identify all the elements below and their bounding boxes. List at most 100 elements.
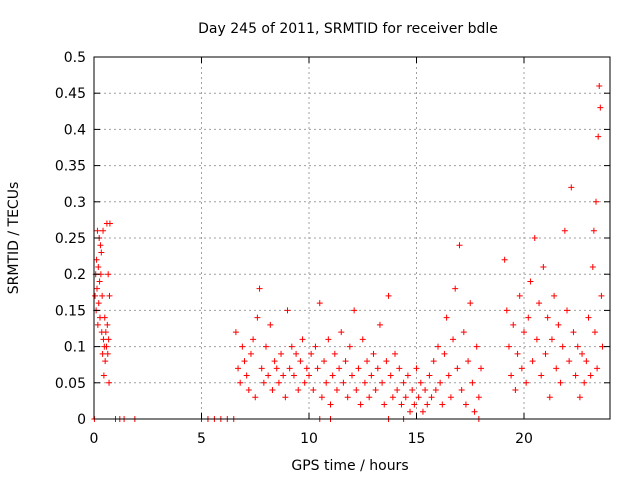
y-tick-label: 0.05 <box>55 376 86 392</box>
data-point <box>254 314 261 321</box>
x-tick-label: 20 <box>515 431 533 447</box>
data-point <box>361 379 368 386</box>
data-point <box>325 336 332 343</box>
data-point <box>100 227 107 234</box>
data-point <box>381 401 388 408</box>
data-point <box>99 350 106 357</box>
data-point <box>269 387 276 394</box>
chart-title: Day 245 of 2011, SRMTID for receiver bdl… <box>198 21 498 37</box>
data-point <box>467 300 474 307</box>
data-point <box>432 387 439 394</box>
data-point <box>342 358 349 365</box>
data-point <box>400 379 407 386</box>
data-point <box>529 358 536 365</box>
data-point <box>435 343 441 350</box>
data-point <box>471 408 478 415</box>
data-point <box>312 343 319 350</box>
data-point <box>557 379 564 386</box>
data-point <box>422 387 429 394</box>
y-tick-label: 0.1 <box>64 340 86 356</box>
data-point <box>256 285 263 292</box>
data-point <box>596 82 603 89</box>
data-point <box>271 358 278 365</box>
data-point <box>263 343 269 350</box>
data-point <box>544 314 551 321</box>
data-point <box>456 242 463 249</box>
data-point <box>243 372 250 379</box>
data-point <box>536 300 543 307</box>
data-point <box>355 365 362 372</box>
data-point <box>252 394 259 401</box>
data-point <box>555 321 562 328</box>
data-point <box>424 401 431 408</box>
data-point <box>247 350 254 357</box>
data-point <box>250 336 257 343</box>
data-point <box>299 336 306 343</box>
data-point <box>239 343 246 350</box>
data-point <box>469 379 476 386</box>
data-point <box>572 372 579 379</box>
data-point <box>587 372 594 379</box>
data-point <box>398 401 405 408</box>
data-point <box>450 336 457 343</box>
data-point <box>104 321 111 328</box>
data-point <box>407 408 414 415</box>
data-point <box>265 372 272 379</box>
y-tick-label: 0.25 <box>55 231 86 247</box>
data-point <box>344 394 351 401</box>
data-point <box>258 365 265 372</box>
data-point <box>235 365 242 372</box>
data-point <box>94 321 101 328</box>
data-point <box>95 300 102 307</box>
data-point <box>96 278 103 285</box>
y-tick-label: 0.45 <box>55 86 86 102</box>
data-point <box>245 387 252 394</box>
data-point <box>351 307 358 314</box>
x-axis-ticks: 0 5 10 15 20 <box>90 57 533 447</box>
y-tick-label: 0.4 <box>64 122 86 138</box>
data-point <box>314 365 321 372</box>
data-point <box>267 321 274 328</box>
data-point <box>598 292 605 299</box>
data-point <box>411 401 418 408</box>
data-point <box>336 365 343 372</box>
data-point <box>540 263 547 270</box>
y-axis-label: SRMTID / TECUs <box>6 182 22 295</box>
data-point <box>275 379 282 386</box>
data-point <box>501 256 508 263</box>
data-point <box>591 329 598 336</box>
data-point <box>376 321 383 328</box>
data-point <box>551 292 558 299</box>
data-point <box>589 263 596 270</box>
data-point <box>437 379 444 386</box>
data-point <box>260 379 267 386</box>
data-point <box>475 394 482 401</box>
data-point <box>518 365 525 372</box>
data-point <box>595 133 602 140</box>
data-point <box>301 379 308 386</box>
data-point <box>104 350 111 357</box>
data-point <box>372 387 379 394</box>
data-point <box>101 314 108 321</box>
data-point <box>237 379 244 386</box>
data-point <box>452 285 459 292</box>
y-tick-label: 0.2 <box>64 267 86 283</box>
y-tick-label: 0.5 <box>64 50 86 66</box>
x-axis-label: GPS time / hours <box>291 458 408 474</box>
data-point <box>387 372 394 379</box>
data-point <box>521 329 527 336</box>
data-point <box>428 394 435 401</box>
data-point <box>97 242 104 249</box>
data-point <box>458 387 465 394</box>
data-point <box>331 350 338 357</box>
data-point <box>102 329 109 336</box>
data-point <box>364 358 371 365</box>
data-point <box>465 358 472 365</box>
data-point <box>478 365 484 372</box>
data-point <box>95 263 102 270</box>
data-point <box>585 314 592 321</box>
y-tick-label: 0.3 <box>64 195 86 211</box>
y-axis-ticks: 0 0.05 0.1 0.15 0.2 0.25 0.3 0.35 0.4 0.45 0.5 <box>55 50 610 428</box>
data-point <box>597 104 604 111</box>
